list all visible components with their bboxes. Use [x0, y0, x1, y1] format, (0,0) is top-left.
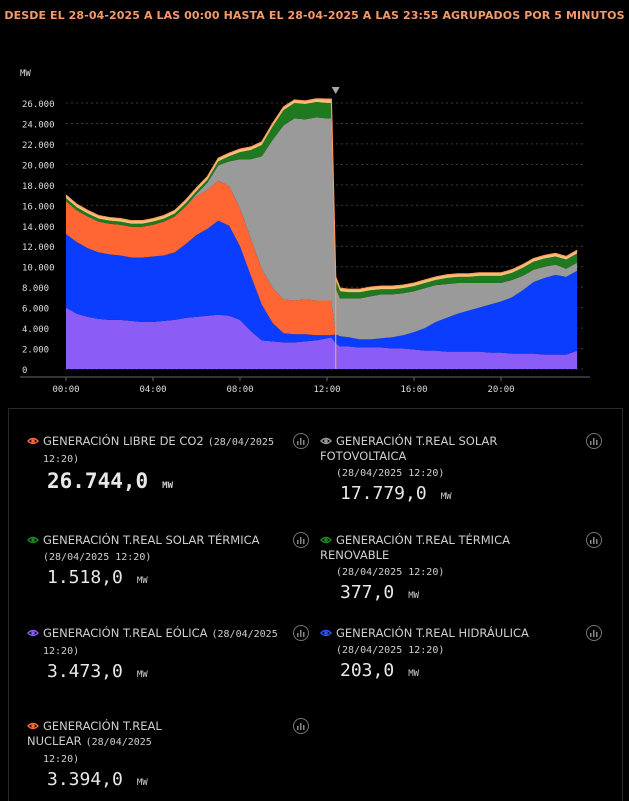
indicator-unit: MW: [408, 591, 420, 601]
indicator-date: (28/04/2025: [85, 737, 152, 748]
y-tick-label: 8.000: [22, 284, 49, 294]
eye-icon[interactable]: [27, 534, 39, 546]
indicator-value-row: 3.473,0 MW: [47, 661, 289, 682]
indicator-card: GENERACIÓN T.REAL HIDRÁULICA (28/04/2025 …: [320, 626, 582, 681]
indicator-title: GENERACIÓN T.REAL SOLAR TÉRMICA: [27, 533, 289, 548]
bar-chart-icon[interactable]: [586, 625, 602, 641]
generation-chart[interactable]: MW 26.000 24.000 22.000 20.000 18.000 16.000 14…: [0, 60, 629, 400]
indicator-value: 377,0: [340, 582, 395, 603]
y-tick-label: 22.000: [22, 141, 55, 151]
bar-chart-icon[interactable]: [293, 625, 309, 641]
eye-icon[interactable]: [27, 435, 39, 447]
time-cursor-marker[interactable]: [331, 87, 340, 94]
indicator-value: 3.394,0: [47, 769, 123, 790]
indicator-date: 12:20): [43, 754, 80, 765]
indicator-date: 12:20): [43, 454, 80, 465]
indicator-unit: MW: [136, 576, 148, 586]
indicator-value: 1.518,0: [47, 567, 123, 588]
y-tick-label: 24.000: [22, 120, 55, 130]
date-range-header: DESDE EL 28-04-2025 A LAS 00:00 HASTA EL…: [4, 9, 625, 22]
indicator-title-text: GENERACIÓN T.REAL SOLAR TÉRMICA: [43, 533, 260, 547]
indicator-value: 203,0: [340, 660, 395, 681]
x-tick-label: 00:00: [52, 385, 79, 395]
bar-chart-icon[interactable]: [586, 433, 602, 449]
indicator-title: GENERACIÓN LIBRE DE CO2 (28/04/2025: [27, 434, 289, 450]
indicator-value: 26.744,0: [47, 469, 149, 493]
y-tick-label: 12.000: [22, 243, 55, 253]
total-line: [65, 98, 578, 290]
indicator-unit: MW: [136, 778, 148, 788]
indicator-title-text: GENERACIÓN T.REAL NUCLEAR: [27, 719, 162, 748]
y-tick-label: 20.000: [22, 161, 55, 171]
indicator-title-text: GENERACIÓN T.REAL HIDRÁULICA: [336, 626, 529, 640]
indicator-value: 3.473,0: [47, 661, 123, 682]
indicator-unit: MW: [136, 670, 148, 680]
bar-chart-icon[interactable]: [586, 532, 602, 548]
bar-chart-icon[interactable]: [293, 433, 309, 449]
indicator-title-text: GENERACIÓN T.REAL TÉRMICA RENOVABLE: [320, 533, 510, 562]
x-tick-label: 04:00: [139, 385, 166, 395]
indicator-title-text: GENERACIÓN T.REAL SOLAR FOTOVOLTAICA: [320, 434, 498, 463]
indicators-panel: [8, 408, 623, 801]
x-tick-label: 08:00: [226, 385, 253, 395]
y-axis-unit-label: MW: [20, 69, 31, 79]
indicator-value-row: 3.394,0 MW: [47, 769, 289, 790]
eye-icon[interactable]: [320, 435, 332, 447]
indicator-title: GENERACIÓN T.REAL TÉRMICA RENOVABLE: [320, 533, 582, 563]
indicator-card: GENERACIÓN T.REAL SOLAR TÉRMICA (28/04/20…: [27, 533, 289, 588]
x-tick-label: 16:00: [400, 385, 427, 395]
indicator-date: (28/04/2025: [207, 437, 274, 448]
indicator-title-text: GENERACIÓN T.REAL EÓLICA: [43, 626, 208, 640]
area-eolica[interactable]: [66, 307, 578, 369]
y-tick-label: 0: [22, 366, 27, 376]
y-tick-label: 4.000: [22, 325, 49, 335]
indicator-value-row: 203,0 MW: [340, 660, 582, 681]
indicator-value-row: 26.744,0 MW: [47, 469, 289, 493]
indicator-date: 12:20): [43, 646, 80, 657]
y-tick-label: 10.000: [22, 264, 55, 274]
indicator-unit: MW: [408, 669, 420, 679]
x-tick-label: 12:00: [313, 385, 340, 395]
area-hidraulica[interactable]: [66, 220, 578, 355]
y-tick-label: 26.000: [22, 100, 55, 110]
eye-icon[interactable]: [27, 627, 39, 639]
area-nuclear[interactable]: [66, 180, 578, 340]
indicator-date: (28/04/2025 12:20): [43, 552, 152, 563]
y-tick-label: 6.000: [22, 305, 49, 315]
indicator-card: GENERACIÓN T.REAL SOLAR FOTOVOLTAICA (28/…: [320, 434, 582, 504]
indicator-date: (28/04/2025 12:20): [336, 468, 445, 479]
area-solar_fv[interactable]: [66, 117, 578, 340]
eye-icon[interactable]: [320, 534, 332, 546]
x-tick-label: 20:00: [487, 385, 514, 395]
y-tick-label: 14.000: [22, 223, 55, 233]
indicator-card: GENERACIÓN T.REAL EÓLICA (28/04/2025 12:20…: [27, 626, 289, 682]
indicator-title-text: GENERACIÓN LIBRE DE CO2: [43, 434, 204, 448]
bar-chart-icon[interactable]: [293, 718, 309, 734]
indicator-title: GENERACIÓN T.REAL NUCLEAR (28/04/2025: [27, 719, 289, 750]
y-tick-label: 2.000: [22, 346, 49, 356]
y-tick-label: 16.000: [22, 202, 55, 212]
indicator-card: GENERACIÓN LIBRE DE CO2 (28/04/2025 12:20)…: [27, 434, 289, 493]
indicator-date: (28/04/2025 12:20): [336, 645, 445, 656]
indicator-date: (28/04/2025: [211, 629, 278, 640]
indicator-date: (28/04/2025 12:20): [336, 567, 445, 578]
indicator-value: 17.779,0: [340, 483, 427, 504]
indicator-title: GENERACIÓN T.REAL EÓLICA (28/04/2025: [27, 626, 289, 642]
indicator-unit: MW: [440, 492, 452, 502]
indicator-title: GENERACIÓN T.REAL SOLAR FOTOVOLTAICA: [320, 434, 582, 464]
eye-icon[interactable]: [320, 627, 332, 639]
indicator-value-row: 17.779,0 MW: [340, 483, 582, 504]
eye-icon[interactable]: [27, 720, 39, 732]
indicator-value-row: 1.518,0 MW: [47, 567, 289, 588]
bar-chart-icon[interactable]: [293, 532, 309, 548]
indicator-title: GENERACIÓN T.REAL HIDRÁULICA: [320, 626, 582, 641]
indicator-unit: MW: [162, 481, 173, 491]
indicator-card: GENERACIÓN T.REAL TÉRMICA RENOVABLE (28/0…: [320, 533, 582, 603]
indicator-value-row: 377,0 MW: [340, 582, 582, 603]
y-tick-label: 18.000: [22, 182, 55, 192]
indicator-card: GENERACIÓN T.REAL NUCLEAR (28/04/2025 12:2…: [27, 719, 289, 790]
